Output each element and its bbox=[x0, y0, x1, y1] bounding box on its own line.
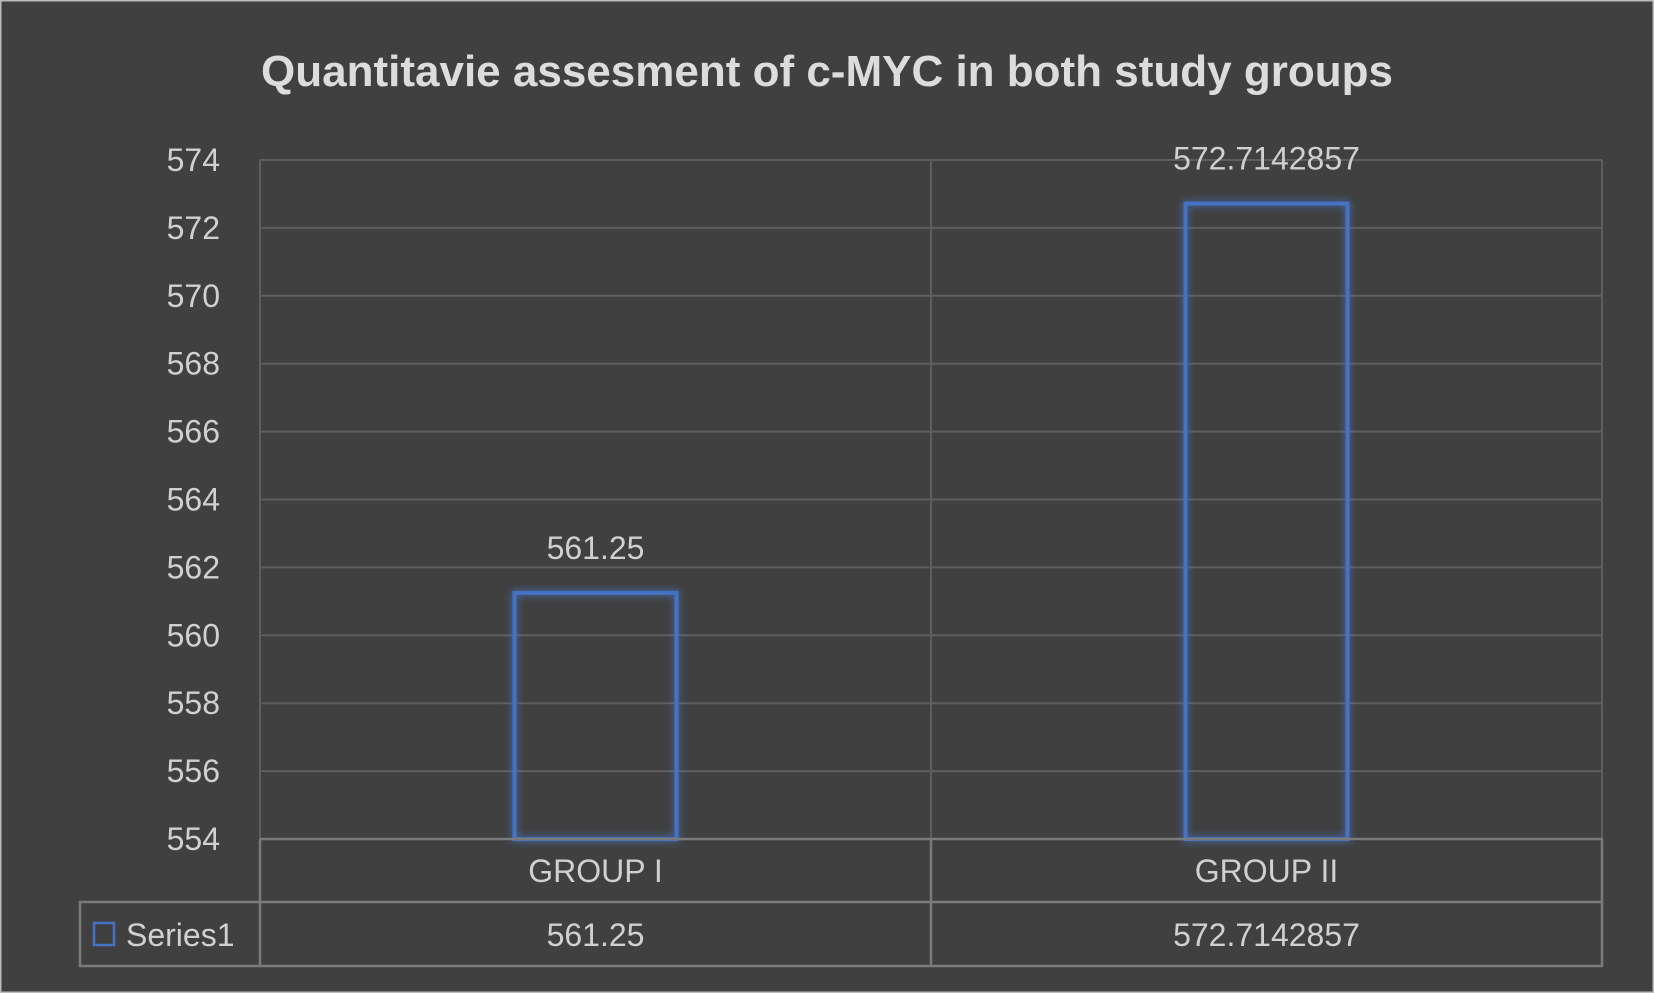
table-value: 561.25 bbox=[547, 917, 645, 953]
data-label: 572.7142857 bbox=[1173, 141, 1360, 177]
y-tick-label: 570 bbox=[167, 278, 220, 314]
legend-label: Series1 bbox=[126, 917, 235, 953]
y-tick-label: 574 bbox=[167, 142, 220, 178]
y-tick-label: 562 bbox=[167, 549, 220, 585]
table-value: 572.7142857 bbox=[1173, 917, 1360, 953]
chart-title: Quantitavie assesment of c-MYC in both s… bbox=[261, 47, 1393, 96]
bars: 561.25 572.7142857 bbox=[512, 141, 1360, 841]
table-borders bbox=[78, 837, 1604, 968]
y-tick-label: 556 bbox=[167, 753, 220, 789]
y-tick-label: 566 bbox=[167, 414, 220, 450]
data-table: GROUP I 561.25 GROUP II 572.7142857 Series1 bbox=[78, 837, 1604, 968]
data-label: 561.25 bbox=[547, 530, 645, 566]
y-tick-label: 558 bbox=[167, 685, 220, 721]
y-tick-label: 572 bbox=[167, 210, 220, 246]
y-tick-label: 554 bbox=[167, 821, 220, 857]
gridlines bbox=[259, 159, 1603, 840]
category-label: GROUP I bbox=[528, 853, 663, 889]
y-tick-label: 560 bbox=[167, 617, 220, 653]
y-tick-label: 568 bbox=[167, 346, 220, 382]
legend-key-icon bbox=[92, 921, 116, 947]
category-label: GROUP II bbox=[1195, 853, 1338, 889]
y-axis: 554 556 558 560 562 564 566 568 570 572 574 bbox=[167, 142, 220, 857]
y-tick-label: 564 bbox=[167, 482, 220, 518]
